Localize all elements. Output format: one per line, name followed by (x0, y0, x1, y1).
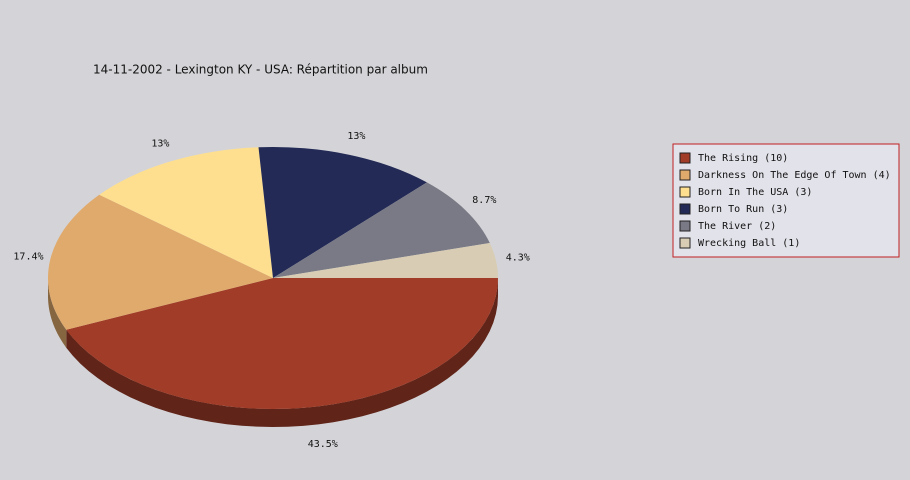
legend-label: Darkness On The Edge Of Town (4) (698, 170, 891, 181)
legend-label: Born In The USA (3) (698, 187, 812, 198)
legend-label: The River (2) (698, 221, 776, 232)
data-label: 13% (151, 139, 169, 150)
slice (48, 194, 274, 330)
slice-side (48, 278, 67, 348)
legend-swatch (679, 152, 691, 164)
legend-swatch (679, 203, 691, 215)
slice (258, 146, 427, 278)
legend-swatch (679, 169, 691, 181)
slice (99, 147, 273, 278)
legend-label: Born To Run (3) (698, 204, 788, 215)
legend-label: Wrecking Ball (1) (698, 238, 800, 249)
legend-swatch (679, 237, 691, 249)
legend-swatch (679, 186, 691, 198)
slice (273, 182, 490, 278)
data-label: 13% (347, 131, 365, 142)
chart-title: 14-11-2002 - Lexington KY - USA: Réparti… (93, 63, 428, 77)
data-label: 43.5% (308, 439, 338, 450)
data-label: 17.4% (13, 252, 43, 263)
slice (273, 243, 498, 278)
data-label: 4.3% (506, 253, 530, 264)
legend-swatch (679, 220, 691, 232)
slice (66, 278, 498, 410)
data-label: 8.7% (472, 195, 496, 206)
legend-label: The Rising (10) (698, 153, 788, 164)
legend-box (672, 143, 900, 258)
